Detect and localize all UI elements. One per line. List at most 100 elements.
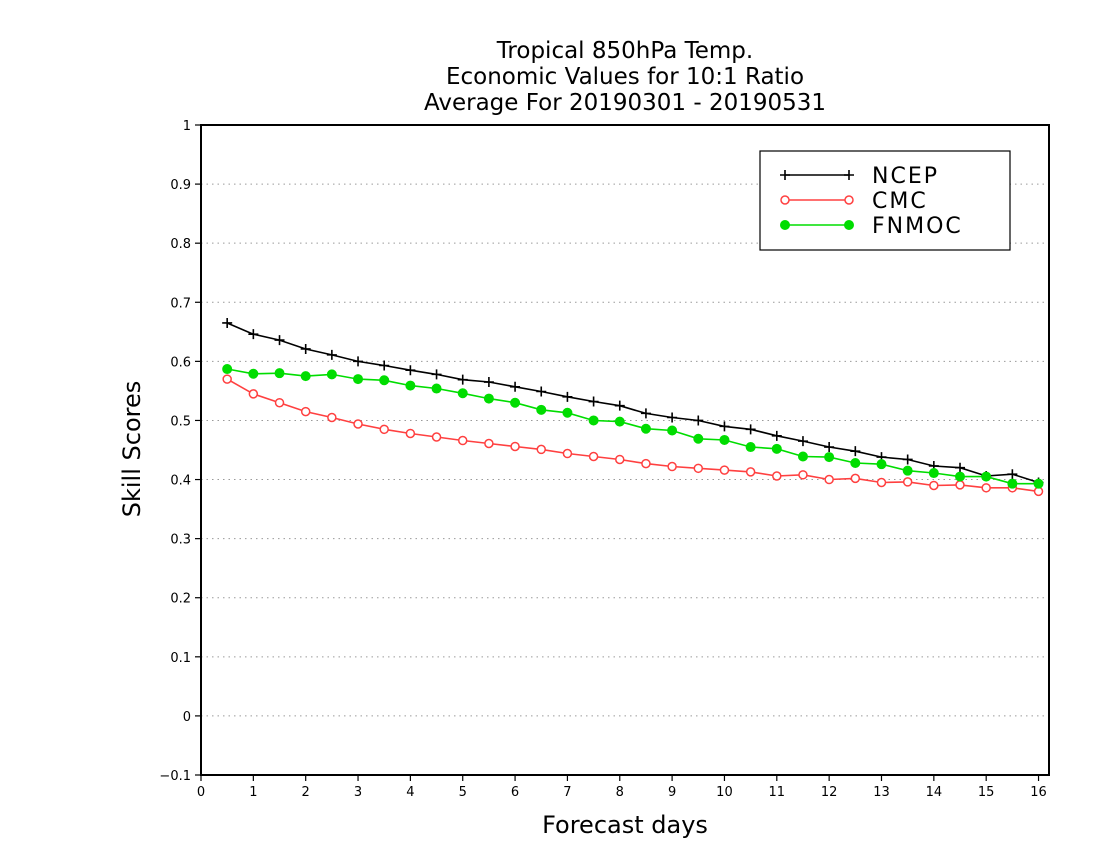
x-tick-label: 2 (302, 785, 310, 800)
data-point-ncep (614, 400, 625, 411)
y-tick-label: −0.1 (159, 769, 191, 784)
data-point-fnmoc (274, 368, 285, 379)
data-point-fnmoc (876, 459, 887, 470)
grid-lines (201, 183, 1049, 717)
data-point-fnmoc (1007, 478, 1018, 489)
data-point-cmc (641, 458, 651, 469)
data-point-cmc (588, 451, 599, 462)
data-point-cmc (510, 441, 520, 452)
x-tick-label: 6 (511, 785, 519, 800)
data-point-cmc (562, 448, 573, 459)
x-tick-label: 13 (873, 785, 890, 800)
data-point-ncep (536, 386, 547, 397)
data-point-ncep (824, 442, 835, 453)
data-point-fnmoc (431, 383, 442, 394)
data-point-ncep (588, 396, 599, 407)
y-tick-label: 0.3 (170, 533, 191, 548)
y-tick-label: 0.2 (170, 592, 191, 607)
y-tick-label: 0.1 (170, 651, 191, 666)
data-point-cmc (379, 424, 389, 435)
data-point-ncep (300, 343, 311, 354)
x-tick-label: 8 (616, 785, 624, 800)
x-tick-label: 11 (769, 785, 786, 800)
data-point-cmc (353, 419, 363, 429)
x-tick-label: 9 (668, 785, 676, 800)
data-point-cmc (457, 435, 468, 446)
y-tick-label: 0.4 (170, 474, 191, 489)
data-point-fnmoc (955, 471, 966, 482)
data-point-cmc (248, 389, 259, 399)
data-point-cmc (876, 477, 887, 488)
data-point-ncep (797, 436, 808, 447)
data-point-fnmoc (536, 404, 547, 415)
data-point-fnmoc (562, 407, 573, 418)
data-point-cmc (300, 406, 311, 417)
data-point-fnmoc (326, 369, 337, 380)
y-tick-label: 0.5 (170, 414, 191, 429)
x-tick-label: 16 (1030, 785, 1047, 800)
data-point-ncep (248, 329, 259, 340)
chart-title: Tropical 850hPa Temp. Economic Values fo… (424, 38, 826, 116)
data-point-ncep (640, 408, 651, 419)
x-axis-label: Forecast days (542, 811, 708, 839)
data-point-fnmoc (797, 451, 808, 462)
data-point-cmc (327, 412, 337, 423)
x-tick-label: 5 (459, 785, 467, 800)
data-point-fnmoc (1033, 478, 1044, 489)
data-point-ncep (379, 360, 390, 371)
plot-frame (200, 124, 1050, 776)
data-point-fnmoc (222, 364, 233, 375)
legend-marker-fnmoc (780, 220, 790, 230)
data-point-cmc (693, 463, 704, 474)
legend-label-fnmoc: FNMOC (872, 214, 963, 239)
data-point-fnmoc (353, 374, 364, 385)
series-line-ncep (226, 322, 1039, 484)
x-tick-label: 14 (926, 785, 943, 800)
data-point-ncep (483, 377, 494, 388)
y-axis-label: Skill Scores (118, 381, 146, 518)
data-point-ncep (274, 335, 285, 346)
legend-label-cmc: CMC (872, 189, 928, 214)
x-tick-label: 15 (978, 785, 995, 800)
data-point-cmc (431, 432, 442, 442)
data-point-ncep (745, 424, 756, 435)
data-point-ncep (902, 454, 913, 465)
data-point-fnmoc (693, 433, 704, 444)
data-point-ncep (405, 365, 416, 376)
data-point-ncep (326, 349, 337, 360)
data-point-ncep (693, 415, 704, 426)
y-tick-label: 0.6 (170, 355, 191, 370)
data-point-cmc (745, 467, 756, 477)
data-point-fnmoc (981, 471, 992, 482)
y-tick-label: 0 (183, 710, 191, 725)
axes: −0.100.10.20.30.40.50.60.70.80.910 1 2 3 4 5 6… (159, 119, 1046, 800)
data-point-ncep (1007, 469, 1018, 480)
data-point-fnmoc (483, 393, 494, 404)
legend-item-cmc: CMC (780, 189, 928, 214)
data-point-fnmoc (510, 397, 521, 408)
data-point-ncep (431, 369, 442, 380)
data-point-cmc (902, 477, 913, 487)
data-point-fnmoc (902, 465, 913, 476)
legend-marker-cmc (844, 195, 854, 205)
legend-item-ncep: NCEP (780, 164, 937, 189)
data-point-ncep (955, 462, 966, 473)
data-point-fnmoc (588, 415, 599, 426)
series-cmc (222, 374, 1044, 497)
x-tick-label: 7 (563, 785, 571, 800)
data-point-ncep (222, 317, 233, 328)
data-point-fnmoc (640, 423, 651, 434)
data-point-fnmoc (771, 443, 782, 454)
legend-marker-ncep (844, 170, 854, 180)
data-point-cmc (484, 438, 494, 449)
y-tick-label: 0.9 (170, 178, 191, 193)
data-point-cmc (772, 471, 782, 481)
x-tick-label: 12 (821, 785, 838, 800)
title-line-2: Economic Values for 10:1 Ratio (446, 64, 804, 90)
title-line-3: Average For 20190301 - 20190531 (424, 90, 826, 116)
series-line-cmc (226, 378, 1039, 493)
x-tick-label: 0 (197, 785, 205, 800)
data-point-cmc (824, 474, 834, 485)
data-point-fnmoc (824, 452, 835, 463)
